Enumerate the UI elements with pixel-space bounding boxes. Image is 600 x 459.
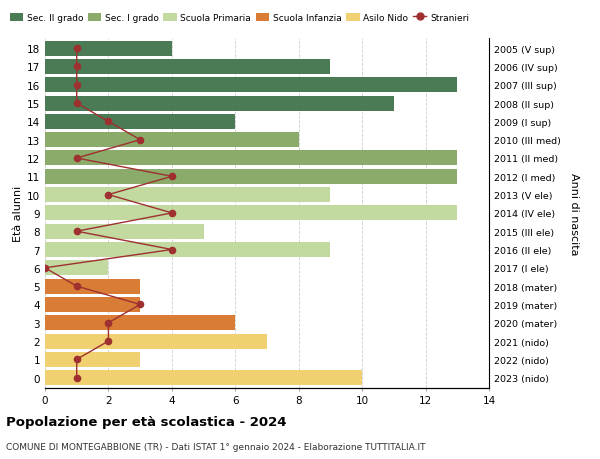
Bar: [45, 133, 299, 148]
Bar: [45, 60, 331, 75]
Bar: [45, 169, 457, 185]
Bar: [45, 206, 457, 221]
Bar: [45, 78, 457, 93]
Bar: [45, 151, 457, 166]
Bar: [45, 96, 394, 112]
Text: Popolazione per età scolastica - 2024: Popolazione per età scolastica - 2024: [6, 415, 287, 428]
Bar: [45, 315, 235, 330]
Y-axis label: Età alunni: Età alunni: [13, 185, 23, 241]
Bar: [45, 224, 203, 239]
Bar: [45, 115, 235, 129]
Bar: [45, 188, 331, 203]
Bar: [45, 42, 172, 56]
Y-axis label: Anni di nascita: Anni di nascita: [569, 172, 579, 255]
Bar: [45, 297, 140, 312]
Bar: [45, 279, 140, 294]
Legend: Sec. II grado, Sec. I grado, Scuola Primaria, Scuola Infanzia, Asilo Nido, Stran: Sec. II grado, Sec. I grado, Scuola Prim…: [10, 14, 469, 23]
Bar: [45, 352, 140, 367]
Bar: [45, 334, 267, 349]
Bar: [45, 370, 362, 385]
Bar: [45, 261, 109, 276]
Bar: [45, 242, 331, 257]
Text: COMUNE DI MONTEGABBIONE (TR) - Dati ISTAT 1° gennaio 2024 - Elaborazione TUTTITA: COMUNE DI MONTEGABBIONE (TR) - Dati ISTA…: [6, 442, 425, 451]
